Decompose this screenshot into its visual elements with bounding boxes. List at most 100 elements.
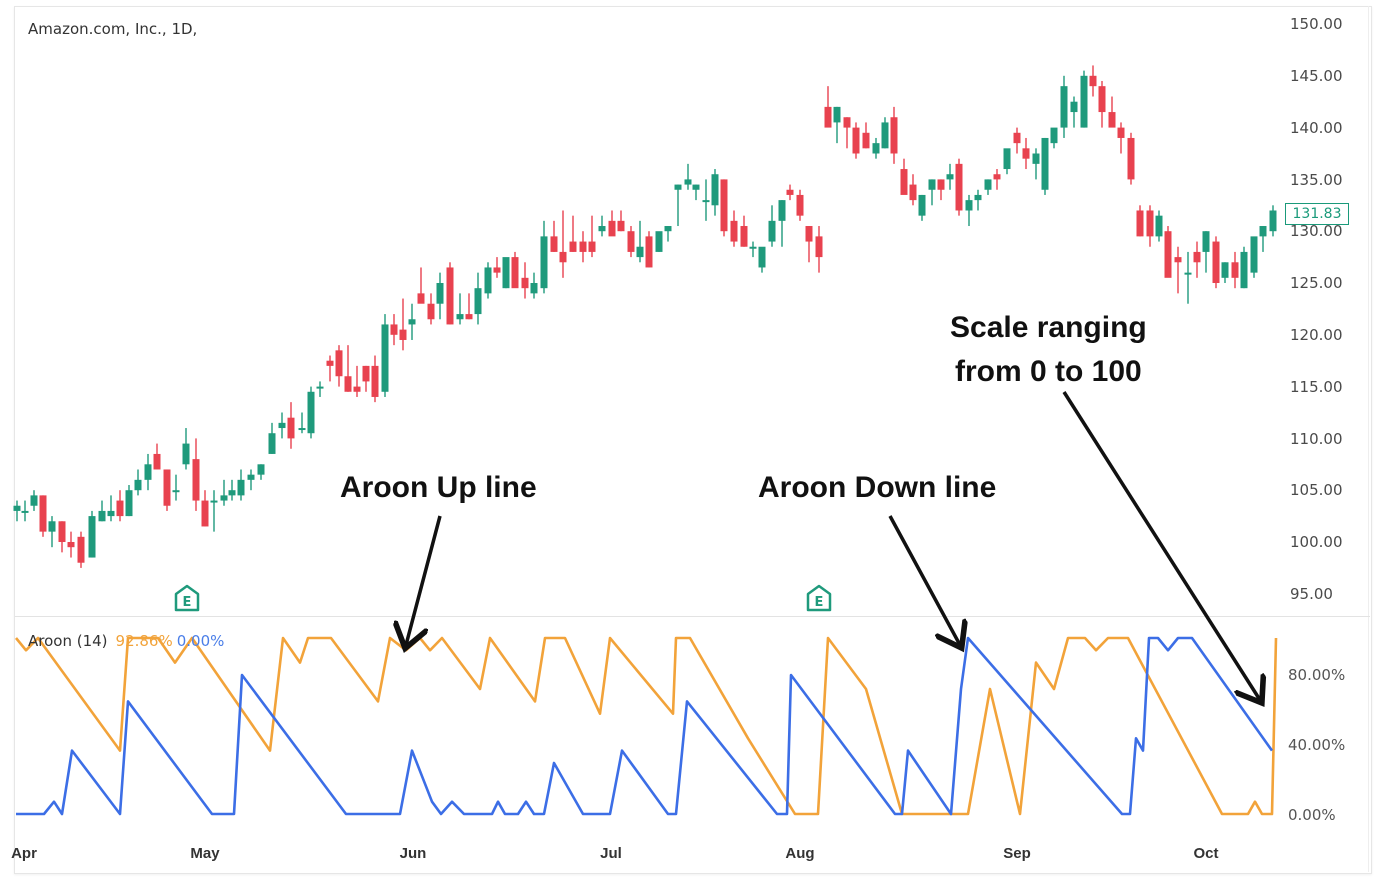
candle	[1202, 231, 1210, 273]
last-price-badge: 131.83	[1285, 203, 1349, 225]
candle	[163, 469, 171, 511]
candle	[796, 189, 804, 221]
price-tick: 115.00	[1290, 378, 1343, 396]
candle	[201, 490, 209, 527]
candle	[1259, 226, 1267, 252]
candle	[125, 485, 133, 517]
candle	[307, 386, 315, 439]
arrow-icon	[1062, 391, 1260, 700]
candle	[955, 158, 963, 216]
candle	[427, 293, 435, 325]
candle	[21, 500, 29, 522]
price-tick: 150.00	[1290, 15, 1343, 33]
candle	[852, 122, 860, 159]
chart-title: Amazon.com, Inc., 1D,	[28, 20, 198, 38]
candle	[192, 438, 200, 511]
price-tick: 130.00	[1290, 222, 1343, 240]
candle	[1174, 246, 1182, 294]
candle	[172, 474, 180, 501]
earnings-marker-icon[interactable]: E	[806, 584, 832, 612]
indicator-name: Aroon (14)	[28, 632, 108, 650]
candle	[417, 267, 425, 304]
candle	[909, 174, 917, 206]
candle	[627, 226, 635, 258]
candle	[1231, 251, 1239, 289]
candle	[465, 293, 473, 320]
candle	[316, 381, 324, 397]
candle	[1117, 122, 1125, 154]
candle	[550, 220, 558, 252]
price-tick: 110.00	[1290, 430, 1343, 448]
axis-divider	[1368, 6, 1369, 872]
candle	[77, 531, 85, 568]
svg-text:E: E	[183, 595, 192, 610]
candle	[30, 490, 38, 511]
candle	[711, 169, 719, 216]
candle	[446, 262, 454, 325]
price-tick: 105.00	[1290, 481, 1343, 499]
candle	[116, 490, 124, 522]
candle	[436, 272, 444, 320]
candle	[107, 495, 115, 522]
candle	[1098, 80, 1106, 128]
annotation-aroon-down: Aroon Down line	[758, 471, 997, 504]
candle	[1164, 226, 1172, 278]
candle	[1022, 137, 1030, 170]
candle	[362, 365, 370, 392]
candle	[702, 179, 710, 221]
candle	[521, 262, 529, 299]
price-tick: 145.00	[1290, 67, 1343, 85]
annotation-scale-line1: Scale ranging	[950, 311, 1147, 344]
candle	[636, 220, 644, 263]
time-tick: Oct	[1193, 845, 1219, 862]
candle	[353, 365, 361, 397]
candle	[1184, 251, 1192, 304]
candle	[778, 200, 786, 247]
candle	[210, 490, 218, 532]
candle	[1212, 236, 1220, 289]
svg-text:E: E	[815, 595, 824, 610]
price-tick: 95.00	[1290, 585, 1333, 603]
candle	[1127, 132, 1135, 185]
earnings-marker-icon[interactable]: E	[174, 584, 200, 612]
arrow-icon	[888, 515, 960, 645]
aroon-legend[interactable]: Aroon (14) 92.86% 0.00%	[28, 632, 224, 650]
candle	[1070, 96, 1078, 128]
time-tick: Jun	[399, 845, 427, 862]
candle	[474, 272, 482, 325]
candle	[408, 303, 416, 340]
candle	[946, 163, 954, 190]
candle	[144, 453, 152, 491]
candle	[758, 246, 766, 273]
candle	[1221, 262, 1229, 283]
candle	[153, 443, 161, 470]
candle	[98, 500, 106, 522]
candle	[381, 314, 389, 397]
annotation-scale: Scale ranging from 0 to 100	[950, 306, 1147, 393]
candle	[67, 531, 75, 558]
candle	[890, 106, 898, 164]
candle	[768, 205, 776, 247]
candle	[399, 298, 407, 351]
candle	[39, 495, 47, 537]
candle	[390, 314, 398, 346]
price-tick: 120.00	[1290, 326, 1343, 344]
candle	[984, 179, 992, 195]
candle	[182, 428, 190, 470]
candle	[674, 184, 682, 227]
arrow-icon	[406, 515, 442, 645]
candle	[655, 231, 663, 252]
candle	[1269, 205, 1277, 237]
aroon-down-value: 0.00%	[176, 632, 225, 650]
candle	[1032, 148, 1040, 180]
candle	[579, 231, 587, 263]
candle	[965, 194, 973, 227]
candle	[843, 117, 851, 149]
candle	[493, 257, 501, 278]
pane-divider[interactable]	[15, 616, 1370, 617]
candle	[588, 215, 596, 258]
candle	[881, 117, 889, 149]
